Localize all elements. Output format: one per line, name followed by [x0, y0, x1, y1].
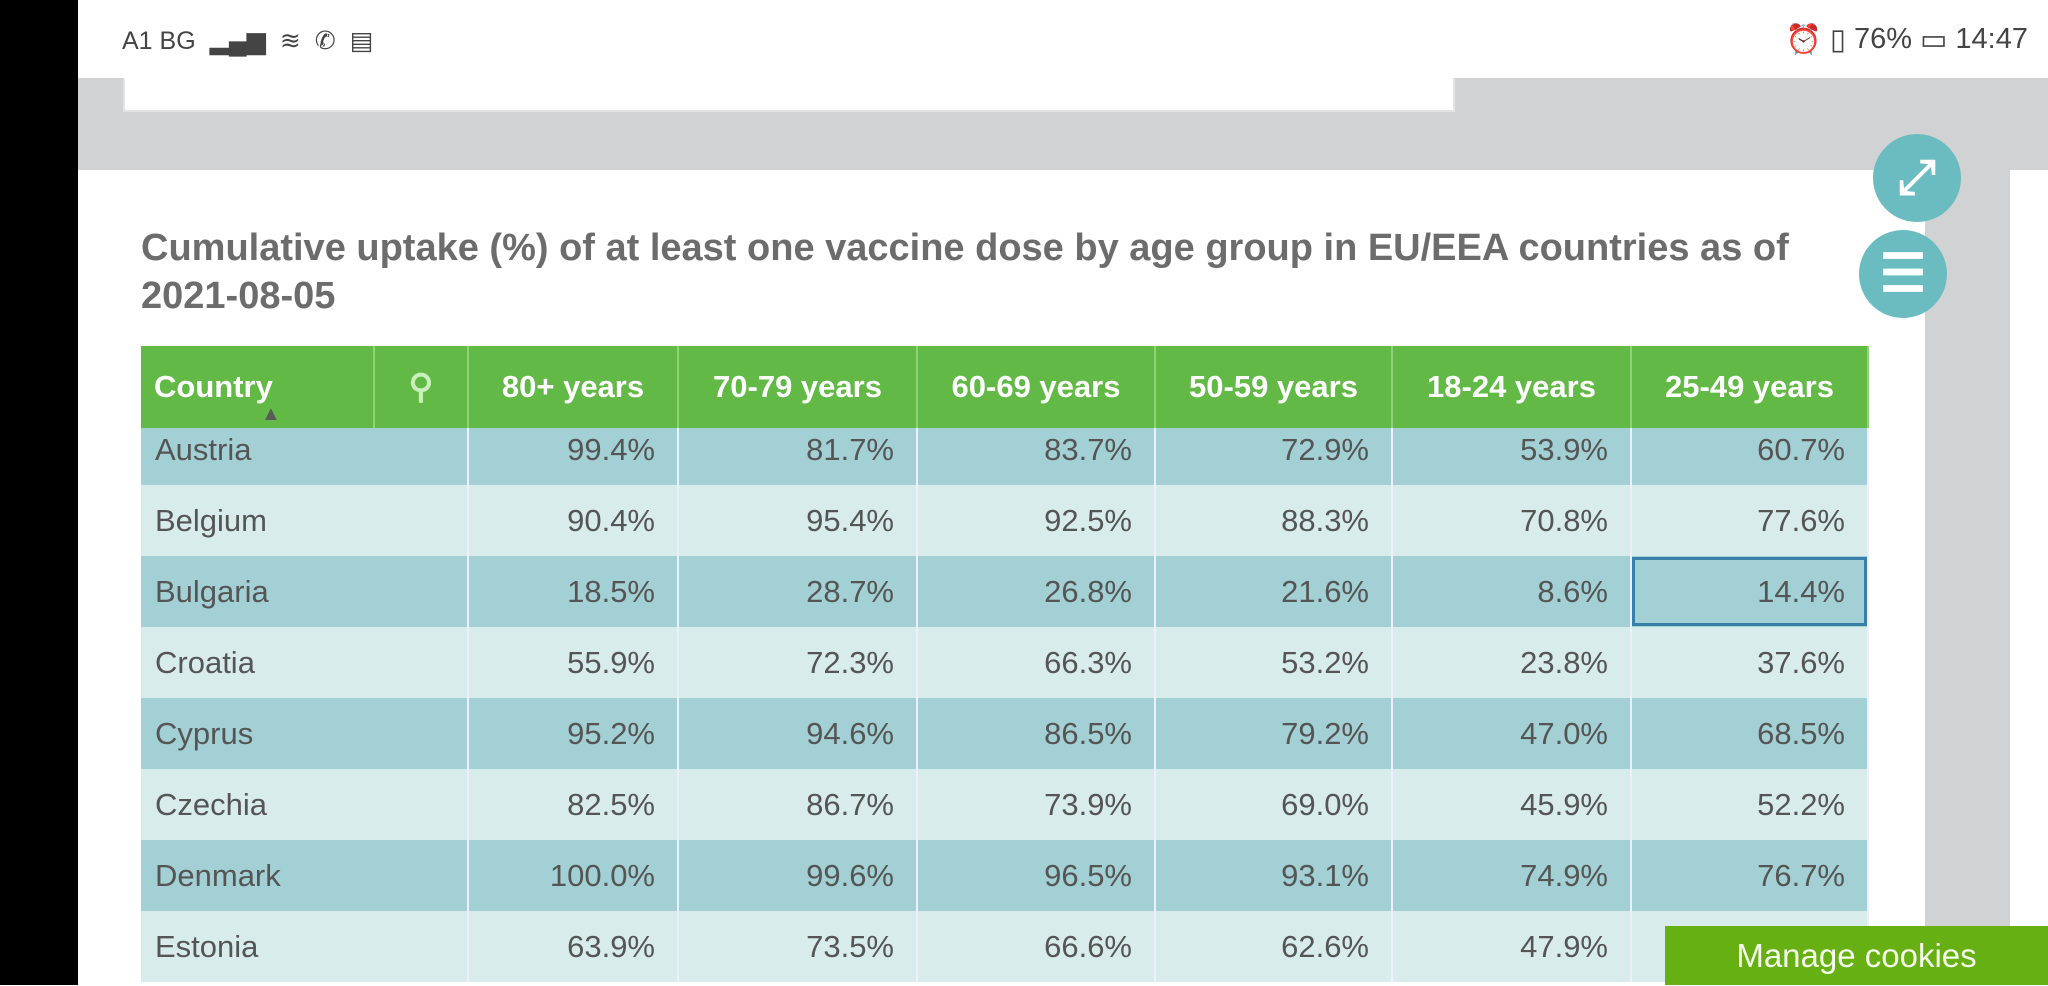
value-cell[interactable]: 53.2%: [1155, 627, 1393, 698]
value-cell[interactable]: 47.0%: [1392, 698, 1632, 769]
search-icon[interactable]: ⚲: [373, 346, 467, 428]
alarm-icon: ⏰: [1785, 23, 1822, 56]
value-cell[interactable]: 69.0%: [1155, 769, 1393, 840]
header-50-59[interactable]: 50-59 years: [1155, 346, 1393, 428]
value-cell[interactable]: 37.6%: [1631, 627, 1869, 698]
value-cell[interactable]: 73.5%: [678, 911, 918, 982]
previous-card: [123, 78, 1455, 112]
status-bar: A1 BG ▂▄▆ ≋ ✆ ▤ ⏰ ▯ 76% ▭ 14:47: [78, 0, 2048, 78]
value-cell[interactable]: 82.5%: [468, 769, 679, 840]
value-cell[interactable]: 88.3%: [1155, 485, 1393, 556]
value-cell[interactable]: 100.0%: [468, 840, 679, 911]
country-cell[interactable]: Denmark: [141, 840, 469, 911]
menu-button[interactable]: ☰: [1859, 230, 1947, 318]
fullscreen-button[interactable]: ⤢: [1873, 134, 1961, 222]
value-cell[interactable]: 76.7%: [1631, 840, 1869, 911]
header-18-24[interactable]: 18-24 years: [1392, 346, 1632, 428]
header-25-49[interactable]: 25-49 years: [1631, 346, 1869, 428]
value-cell[interactable]: 95.2%: [468, 698, 679, 769]
value-cell[interactable]: 55.9%: [468, 627, 679, 698]
table-row: Estonia 63.9% 73.5% 66.6% 62.6% 47.9%: [141, 911, 1869, 982]
value-cell[interactable]: 83.7%: [917, 428, 1156, 485]
value-cell[interactable]: 70.8%: [1392, 485, 1632, 556]
manage-cookies-button[interactable]: Manage cookies: [1665, 926, 2048, 985]
value-cell[interactable]: 52.2%: [1631, 769, 1869, 840]
value-cell[interactable]: 73.9%: [917, 769, 1156, 840]
value-cell[interactable]: 18.5%: [468, 556, 679, 627]
signal-icon: ▂▄▆: [209, 27, 266, 55]
table-row: Austria 99.4% 81.7% 83.7% 72.9% 53.9% 60.7%: [141, 428, 1869, 485]
value-cell[interactable]: 66.3%: [917, 627, 1156, 698]
value-cell[interactable]: 93.1%: [1155, 840, 1393, 911]
table-row: Czechia 82.5% 86.7% 73.9% 69.0% 45.9% 52.2%: [141, 769, 1869, 840]
value-cell[interactable]: 66.6%: [917, 911, 1156, 982]
hamburger-icon: ☰: [1879, 245, 1927, 303]
value-cell[interactable]: 95.4%: [678, 485, 918, 556]
calendar-icon: ▤: [349, 27, 374, 55]
value-cell[interactable]: 86.7%: [678, 769, 918, 840]
battery-icon: ▭: [1920, 24, 1948, 56]
value-cell[interactable]: 77.6%: [1631, 485, 1869, 556]
expand-icon: ⤢: [1897, 151, 1937, 204]
table-row: Denmark 100.0% 99.6% 96.5% 93.1% 74.9% 76.7%: [141, 840, 1869, 911]
value-cell[interactable]: 94.6%: [678, 698, 918, 769]
value-cell[interactable]: 86.5%: [917, 698, 1156, 769]
value-cell[interactable]: 92.5%: [917, 485, 1156, 556]
country-cell[interactable]: Cyprus: [141, 698, 469, 769]
country-cell[interactable]: Austria: [141, 428, 469, 485]
data-table: Country ▲ ⚲ 80+ years 70-79 years 60-69 ye…: [141, 346, 1869, 982]
table-row: Belgium 90.4% 95.4% 92.5% 88.3% 70.8% 77.6%: [141, 485, 1869, 556]
country-cell[interactable]: Croatia: [141, 627, 469, 698]
value-cell[interactable]: 8.6%: [1392, 556, 1632, 627]
value-cell[interactable]: 47.9%: [1392, 911, 1632, 982]
header-80plus[interactable]: 80+ years: [468, 346, 679, 428]
value-cell[interactable]: 99.6%: [678, 840, 918, 911]
value-cell[interactable]: 14.4%: [1631, 556, 1869, 627]
sort-asc-icon[interactable]: ▲: [261, 403, 281, 425]
value-cell[interactable]: 63.9%: [468, 911, 679, 982]
clock: 14:47: [1955, 23, 2028, 55]
header-60-69[interactable]: 60-69 years: [917, 346, 1156, 428]
value-cell[interactable]: 23.8%: [1392, 627, 1632, 698]
country-cell[interactable]: Belgium: [141, 485, 469, 556]
country-cell[interactable]: Estonia: [141, 911, 469, 982]
value-cell[interactable]: 79.2%: [1155, 698, 1393, 769]
country-cell[interactable]: Bulgaria: [141, 556, 469, 627]
value-cell[interactable]: 72.9%: [1155, 428, 1393, 485]
value-cell[interactable]: 72.3%: [678, 627, 918, 698]
wifi-icon: ≋: [279, 27, 301, 55]
scrollbar[interactable]: [1925, 170, 2010, 985]
value-cell[interactable]: 60.7%: [1631, 428, 1869, 485]
header-country[interactable]: Country ▲ ⚲: [141, 346, 469, 428]
value-cell[interactable]: 90.4%: [468, 485, 679, 556]
header-70-79[interactable]: 70-79 years: [678, 346, 918, 428]
battery-percent: 76%: [1853, 23, 1913, 55]
value-cell[interactable]: 81.7%: [678, 428, 918, 485]
black-edge: [0, 0, 78, 985]
value-cell[interactable]: 28.7%: [678, 556, 918, 627]
value-cell[interactable]: 21.6%: [1155, 556, 1393, 627]
value-cell[interactable]: 96.5%: [917, 840, 1156, 911]
table-row: Bulgaria 18.5% 28.7% 26.8% 21.6% 8.6% 14.4%: [141, 556, 1869, 627]
country-cell[interactable]: Czechia: [141, 769, 469, 840]
value-cell[interactable]: 53.9%: [1392, 428, 1632, 485]
table-row: Croatia 55.9% 72.3% 66.3% 53.2% 23.8% 37.6%: [141, 627, 1869, 698]
value-cell[interactable]: 45.9%: [1392, 769, 1632, 840]
value-cell[interactable]: 74.9%: [1392, 840, 1632, 911]
value-cell[interactable]: 26.8%: [917, 556, 1156, 627]
table-row: Cyprus 95.2% 94.6% 86.5% 79.2% 47.0% 68.5%: [141, 698, 1869, 769]
chart-title: Cumulative uptake (%) of at least one va…: [141, 227, 1789, 317]
carrier: A1 BG: [122, 26, 196, 55]
value-cell[interactable]: 62.6%: [1155, 911, 1393, 982]
value-cell[interactable]: 68.5%: [1631, 698, 1869, 769]
viber-icon: ✆: [314, 27, 336, 55]
value-cell[interactable]: 99.4%: [468, 428, 679, 485]
vibrate-icon: ▯: [1830, 24, 1846, 56]
